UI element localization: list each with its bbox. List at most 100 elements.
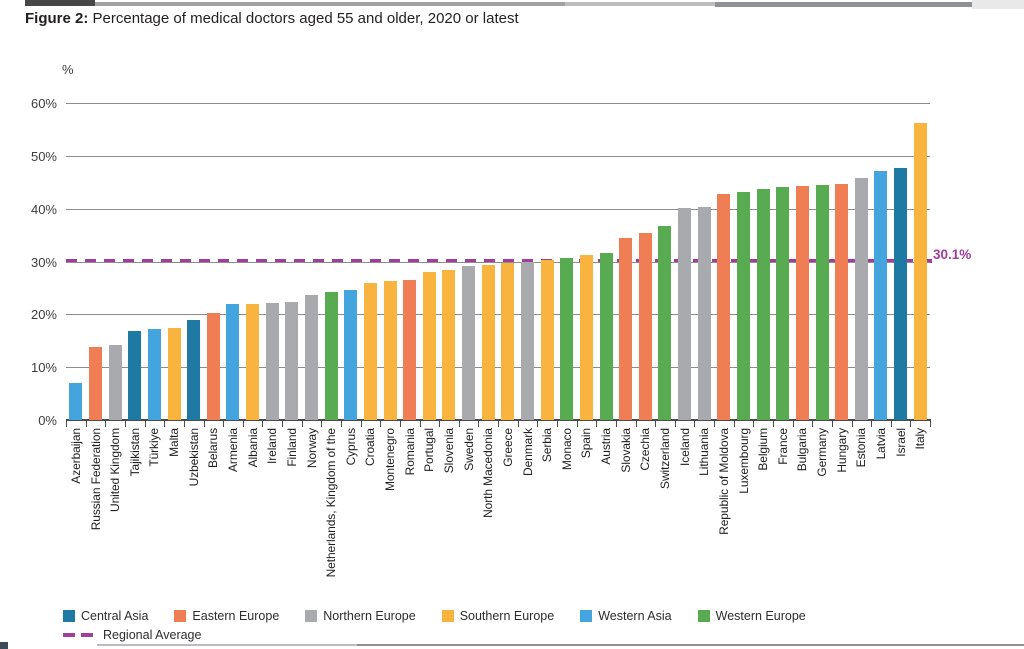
x-label-switzerland: Switzerland — [657, 428, 672, 489]
bottom-left-corner-artifact — [0, 642, 8, 649]
x-label-malta: Malta — [167, 428, 181, 457]
regional-average-line — [66, 259, 932, 263]
bar-croatia — [363, 282, 377, 420]
x-label-czechia: Czechia — [638, 428, 653, 471]
top-right-corner-block — [972, 0, 1024, 9]
x-label-netherlands-kingdom-of-the: Netherlands, Kingdom of the — [324, 428, 339, 578]
bar-cyprus — [344, 289, 358, 420]
bar-italy — [913, 123, 927, 420]
x-label-spain: Spain — [579, 428, 594, 459]
x-label-montenegro: Montenegro — [383, 428, 397, 492]
bar-lithuania — [697, 207, 711, 420]
y-tick-label-30: 30% — [30, 254, 57, 270]
legend-label-central-asia: Central Asia — [81, 609, 149, 623]
x-label-republic-of-moldova: Republic of Moldova — [716, 428, 731, 535]
x-label-russian-federation: Russian Federation — [88, 428, 103, 531]
bar-israel — [894, 167, 907, 420]
x-axis-tick — [124, 420, 126, 427]
legend-label-eastern-europe: Eastern Europe — [192, 609, 280, 623]
x-label-luxembourg: Luxembourg — [736, 428, 751, 494]
x-axis-tick — [66, 420, 67, 427]
gridline-40 — [66, 208, 930, 210]
top-rule-dark-right-segment — [715, 2, 972, 7]
gridline-20 — [66, 314, 930, 316]
x-label-uzbekistan: Uzbekistan — [186, 428, 201, 487]
x-label-slovakia: Slovakia — [618, 428, 633, 473]
bar-north-macedonia — [481, 264, 495, 420]
bar-spain — [579, 254, 593, 420]
bar-iceland — [678, 207, 691, 420]
x-label-bulgaria: Bulgaria — [795, 428, 810, 472]
bar-belgium — [756, 188, 770, 420]
x-label-france: France — [775, 428, 790, 465]
legend-swatch-western-europe-icon — [697, 610, 710, 622]
x-axis-tick — [439, 420, 441, 427]
x-axis-tick — [399, 420, 401, 427]
x-axis-tick — [105, 420, 107, 427]
gridline-50 — [66, 156, 930, 157]
x-axis-tick — [772, 420, 774, 427]
figure-title-text: Percentage of medical doctors aged 55 an… — [88, 10, 519, 27]
x-label-belgium: Belgium — [756, 428, 771, 471]
gridline-10 — [66, 367, 930, 369]
bar-uzbekistan — [187, 319, 201, 420]
x-axis-tick — [890, 420, 892, 427]
x-label-austria: Austria — [599, 428, 613, 465]
x-axis-tick — [360, 420, 362, 427]
legend-item-western-europe: Western Europe — [697, 609, 806, 623]
x-label-norway: Norway — [304, 428, 319, 469]
x-label-cyprus: Cyprus — [343, 428, 358, 466]
bar-republic-of-moldova — [717, 193, 731, 420]
x-axis-tick — [576, 420, 578, 427]
x-label-tajikistan: Tajikistan — [127, 428, 142, 477]
bar-malta — [167, 327, 181, 420]
bottom-rule — [97, 644, 1024, 646]
x-label-finland: Finland — [284, 428, 299, 467]
x-axis-tick — [164, 420, 166, 427]
bar-armenia — [226, 304, 240, 420]
legend-swatch-central-asia-icon — [63, 610, 75, 622]
x-axis-tick — [930, 420, 931, 427]
x-label-israel: Israel — [893, 428, 908, 457]
legend-label-western-europe: Western Europe — [715, 609, 806, 623]
x-axis-tick — [380, 420, 382, 427]
bar-switzerland — [658, 225, 672, 420]
bar-slovenia — [442, 270, 456, 420]
x-label-croatia: Croatia — [363, 428, 378, 466]
y-tick-label-60: 60% — [30, 96, 57, 112]
x-label-serbia: Serbia — [540, 428, 555, 463]
x-axis-tick — [851, 420, 853, 427]
y-tick-label-50: 50% — [30, 149, 57, 164]
regional-average-dash-icon — [63, 633, 75, 637]
bar-portugal — [422, 272, 436, 420]
bar-bulgaria — [795, 186, 809, 420]
bar-sweden — [462, 265, 475, 420]
legend-item-western-asia: Western Asia — [580, 609, 672, 623]
x-axis-tick — [262, 420, 264, 427]
bar-montenegro — [383, 280, 397, 420]
x-label-armenia: Armenia — [225, 428, 240, 472]
x-axis-tick — [242, 420, 244, 427]
x-axis-tick — [596, 420, 598, 427]
bar-finland — [285, 301, 299, 420]
legend-item-eastern-europe: Eastern Europe — [174, 609, 279, 623]
bar-latvia — [874, 170, 888, 420]
x-label-slovenia: Slovenia — [441, 428, 456, 474]
bar-germany — [815, 185, 829, 420]
x-axis-tick — [517, 420, 519, 427]
bar-monaco — [560, 257, 574, 420]
x-label-portugal: Portugal — [422, 428, 437, 472]
legend-label-western-asia: Western Asia — [598, 609, 672, 623]
x-label-belarus: Belarus — [206, 428, 221, 468]
x-axis-tick — [635, 420, 637, 427]
x-axis-tick — [301, 420, 303, 427]
legend-swatch-northern-europe-icon — [305, 610, 318, 622]
legend-item-southern-europe: Southern Europe — [441, 609, 554, 623]
top-rule-light-segment — [565, 2, 715, 6]
x-axis-tick — [321, 420, 323, 427]
x-label-germany: Germany — [815, 428, 829, 477]
bar-t-rkiye — [147, 328, 161, 420]
top-rule-dark-segment — [25, 0, 95, 6]
